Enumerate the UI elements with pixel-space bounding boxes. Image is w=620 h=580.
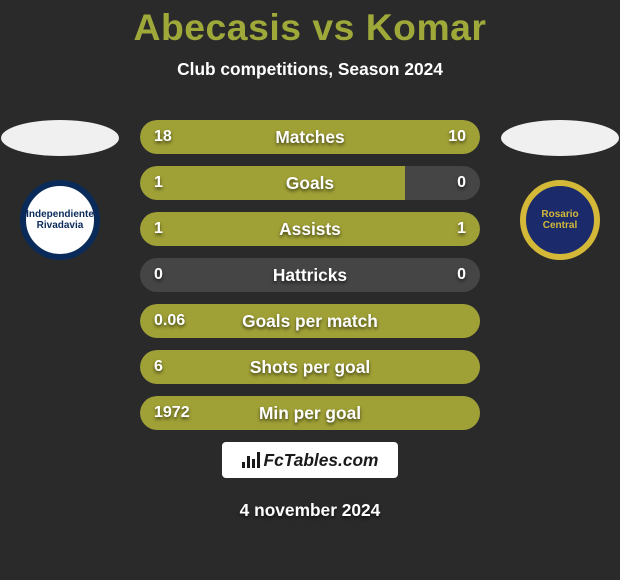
player-left-avatar: [1, 120, 119, 156]
comparison-infographic: Abecasis vs Komar Club competitions, Sea…: [0, 0, 620, 580]
stat-fill-left: [140, 212, 310, 246]
stat-fill-right: [358, 120, 480, 154]
stat-row: Assists11: [140, 212, 480, 246]
stat-fill-right: [310, 212, 480, 246]
stat-row: Min per goal1972: [140, 396, 480, 430]
stat-fill-left: [140, 304, 480, 338]
watermark-text: FcTables.com: [264, 450, 379, 471]
page-title: Abecasis vs Komar: [0, 0, 620, 49]
page-subtitle: Club competitions, Season 2024: [0, 59, 620, 80]
stat-fill-left: [140, 396, 480, 430]
stat-fill-left: [140, 350, 480, 384]
stat-row: Hattricks00: [140, 258, 480, 292]
stat-fill-left: [140, 120, 358, 154]
stat-fill-left: [140, 166, 405, 200]
bar-chart-icon: [242, 452, 260, 468]
club-badge-right: Rosario Central: [520, 180, 600, 260]
player-left-column: Independiente Rivadavia: [0, 100, 120, 360]
club-badge-left-label: Independiente Rivadavia: [26, 209, 94, 231]
stat-row: Goals per match0.06: [140, 304, 480, 338]
stat-row: Goals10: [140, 166, 480, 200]
watermark: FcTables.com: [222, 442, 398, 478]
stat-row: Matches1810: [140, 120, 480, 154]
player-right-column: Rosario Central: [500, 100, 620, 360]
player-right-avatar: [501, 120, 619, 156]
footer-date: 4 november 2024: [0, 500, 620, 521]
club-badge-right-label: Rosario Central: [526, 209, 594, 231]
club-badge-left: Independiente Rivadavia: [20, 180, 100, 260]
stat-row: Shots per goal6: [140, 350, 480, 384]
stat-bars: Matches1810 Goals10 Assists11 Hattricks00 Go…: [140, 120, 480, 442]
